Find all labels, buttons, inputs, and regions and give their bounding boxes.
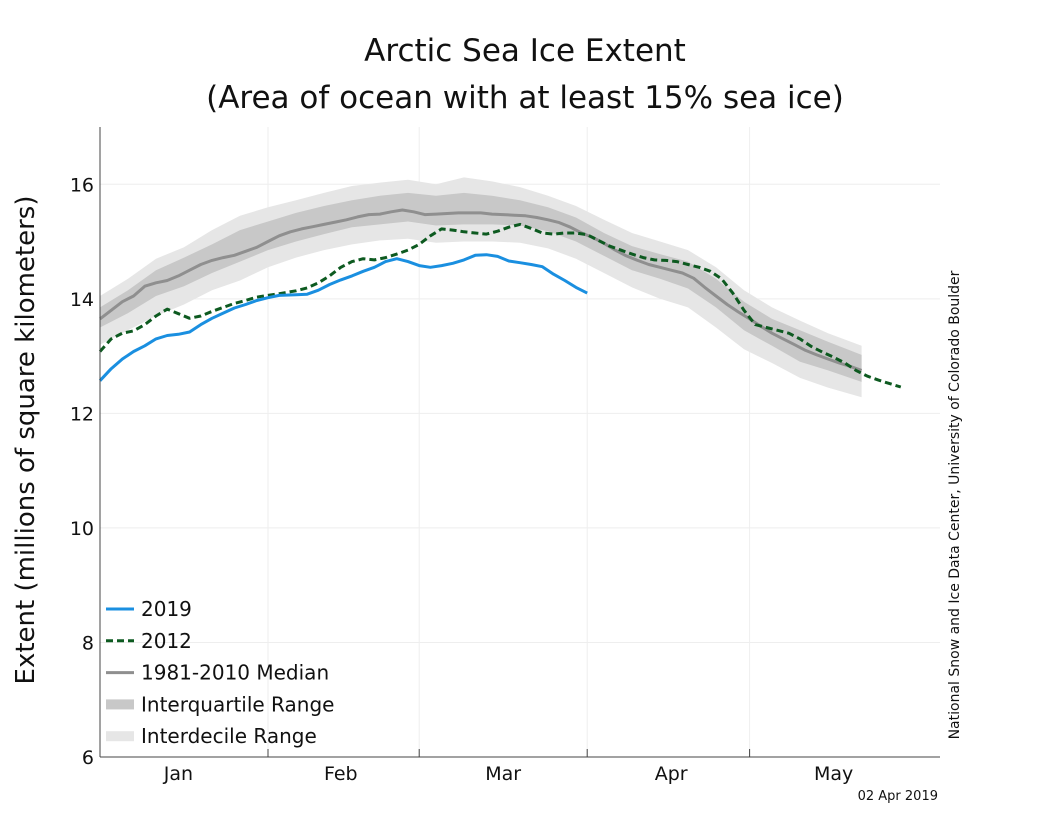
series-line-2012 [98, 222, 902, 389]
y-tick-label: 12 [70, 403, 94, 425]
series-lines [98, 208, 902, 389]
chart-title-line-2: (Area of ocean with at least 15% sea ice… [206, 80, 844, 116]
legend-item-1981-2010-median: 1981-2010 Median [106, 661, 329, 685]
y-tick-label: 16 [70, 174, 94, 196]
legend-swatch [106, 699, 134, 710]
legend-item-2019: 2019 [106, 597, 192, 621]
x-tick-label-mar: Mar [485, 763, 521, 785]
series-line-2019 [98, 253, 588, 382]
range-bands [100, 177, 862, 398]
legend: 2019 2012 1981-2010 Median Interquartile Ra… [106, 597, 334, 748]
chart-title: Arctic Sea Ice Extent (Area of ocean wit… [206, 33, 844, 116]
y-tick-label: 8 [82, 632, 94, 654]
y-tick-label: 6 [82, 747, 94, 769]
legend-label: 2019 [141, 597, 192, 621]
series-line-1981-2010-median [99, 208, 863, 372]
x-axis-ticks: Jan Feb Mar Apr May [163, 749, 853, 785]
chart-title-line-1: Arctic Sea Ice Extent [364, 33, 686, 69]
y-axis-label: Extent (millions of square kilometers) [11, 196, 41, 685]
x-tick-label-apr: Apr [655, 763, 688, 785]
legend-swatch [106, 731, 134, 742]
credit-text: National Snow and Ice Data Center, Unive… [947, 270, 963, 739]
legend-item-2012: 2012 [106, 629, 192, 653]
legend-item-interquartile-range: Interquartile Range [106, 692, 334, 716]
axes [99, 127, 940, 758]
legend-label: Interdecile Range [141, 724, 317, 748]
y-tick-label: 14 [70, 289, 94, 311]
legend-item-interdecile-range: Interdecile Range [106, 724, 317, 748]
x-tick-label-feb: Feb [324, 763, 358, 785]
legend-label: Interquartile Range [141, 692, 334, 716]
y-axis-ticks: 6 8 10 12 14 16 [70, 174, 94, 769]
legend-label: 1981-2010 Median [141, 661, 329, 685]
x-tick-label-jan: Jan [163, 763, 193, 785]
y-tick-label: 10 [70, 518, 94, 540]
date-stamp: 02 Apr 2019 [858, 789, 938, 804]
legend-label: 2012 [141, 629, 192, 653]
x-tick-label-may: May [814, 763, 853, 785]
band-interquartile-range [100, 192, 862, 382]
